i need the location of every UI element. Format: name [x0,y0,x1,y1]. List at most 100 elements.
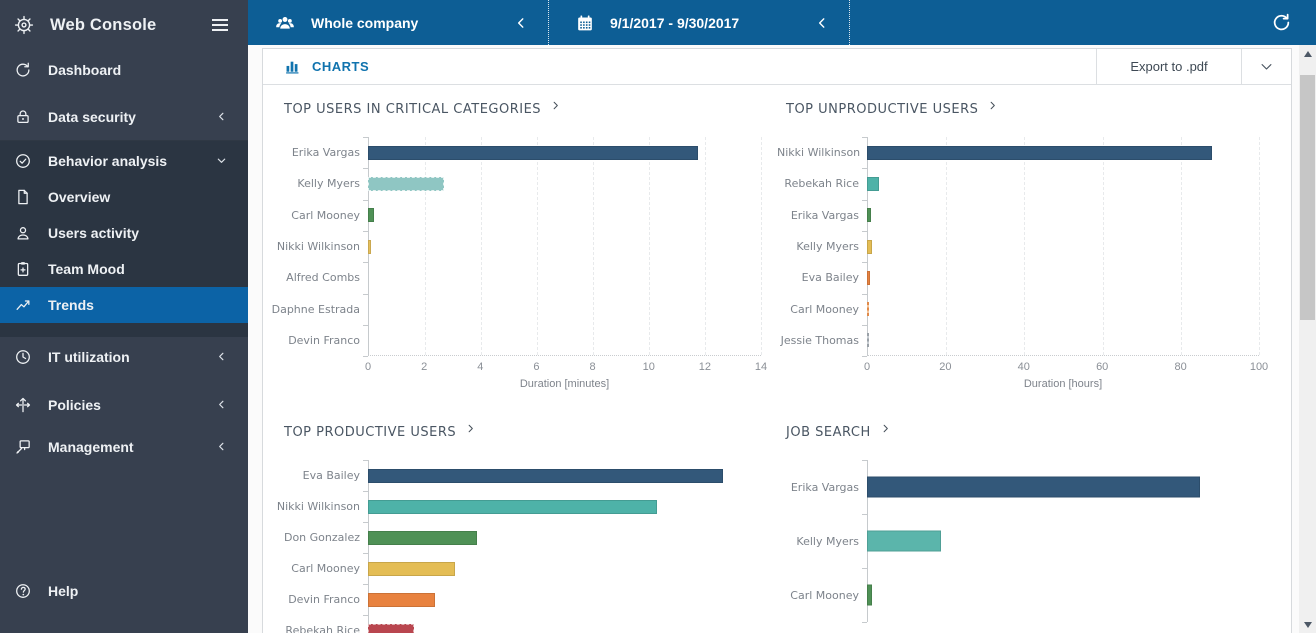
bar-row: Erika Vargas [777,460,1291,514]
x-tick-label: 40 [1017,361,1030,374]
date-range-selector[interactable]: 9/1/2017 - 9/30/2017 [549,0,849,45]
bar-carl-mooney[interactable] [867,584,872,606]
scope-selector[interactable]: Whole company [248,0,548,45]
bar-nikki-wilkinson[interactable] [867,145,1212,160]
bar-eva-bailey[interactable] [368,468,723,483]
scrollbar-thumb[interactable] [1300,75,1315,320]
bar-kelly-myers[interactable] [368,176,444,191]
x-axis-title: Duration [hours] [1023,378,1103,391]
sidebar-item-label: Management [48,439,134,455]
bar-track [867,293,1291,324]
sidebar-item-it-utilization[interactable]: IT utilization [0,339,248,375]
gridline [649,137,650,356]
hamburger-icon[interactable] [212,16,228,34]
bar-erika-vargas[interactable] [867,476,1200,498]
chart-title-top-users-in-critical-categories[interactable]: TOP USERS IN CRITICAL CATEGORIES [263,97,561,121]
bar-track [368,137,777,168]
bar-rebekah-rice[interactable] [368,623,414,633]
bar-track [368,553,777,584]
sidebar-item-trends[interactable]: Trends [0,287,248,323]
y-axis-tick [363,522,368,524]
scroll-down-button[interactable] [1299,616,1316,633]
scroll-up-button[interactable] [1299,45,1316,62]
sidebar-item-label: IT utilization [48,349,130,365]
sidebar-item-help[interactable]: Help [0,573,248,609]
sidebar-item-dashboard[interactable]: Dashboard [0,52,248,88]
chart-title-job-search[interactable]: JOB SEARCH [777,420,891,444]
y-axis-tick [363,584,368,586]
bar-erika-vargas[interactable] [867,208,871,223]
bar-row: Nikki Wilkinson [777,137,1291,168]
sidebar-item-policies[interactable]: Policies [0,387,248,423]
sidebar-item-label: Policies [48,397,101,413]
axis-line [368,460,761,633]
chart-title-text: TOP USERS IN CRITICAL CATEGORIES [284,101,542,117]
bar-erika-vargas[interactable] [368,145,698,160]
category-label: Carl Mooney [790,588,859,602]
x-tick-label: 2 [421,361,428,374]
sidebar-item-label: Dashboard [48,62,122,78]
bar-row: Rebekah Rice [777,168,1291,199]
bar-track [867,460,1291,514]
sidebar: Web Console Dashboard Data security Behavi… [0,0,248,633]
gridline [1259,137,1260,356]
bar-carl-mooney[interactable] [368,561,455,576]
bar-track [368,584,777,615]
bar-chart-icon [284,58,301,75]
bar-row: Daphne Estrada [263,293,777,324]
sidebar-item-users-activity[interactable]: Users activity [0,215,248,251]
category-label: Kelly Myers [297,177,360,191]
y-axis-tick [862,200,867,201]
bar-track [368,293,777,324]
category-label: Erika Vargas [790,208,859,222]
bar-track [368,168,777,199]
bar-carl-mooney[interactable] [867,302,869,317]
bar-nikki-wilkinson[interactable] [368,499,657,514]
bar-track [867,262,1291,293]
bar-row: Erika Vargas [263,137,777,168]
bar-eva-bailey[interactable] [867,270,870,285]
bar-track [867,168,1291,199]
sidebar-item-data-security[interactable]: Data security [0,99,248,135]
check-circle-icon [14,152,32,170]
chart-title-top-unproductive-users[interactable]: TOP UNPRODUCTIVE USERS [777,97,998,121]
bar-track [368,231,777,262]
export-pdf-button[interactable]: Export to .pdf [1096,49,1241,84]
refresh-button[interactable] [1271,12,1292,33]
chart-title-top-productive-users[interactable]: TOP PRODUCTIVE USERS [263,420,476,444]
chevron-right-icon [465,423,476,438]
bar-row: Don Gonzalez [263,522,777,553]
bar-don-gonzalez[interactable] [368,530,477,545]
bar-devin-franco[interactable] [368,592,435,607]
bar-track [368,491,777,522]
gridline [1024,137,1026,356]
x-tick-label: 60 [1096,361,1109,374]
category-label: Rebekah Rice [784,177,859,191]
charts-toolbar: CHARTS Export to .pdf [263,49,1291,85]
scope-label: Whole company [311,14,419,31]
x-tick-label: 12 [698,361,711,374]
bar-kelly-myers[interactable] [867,530,941,552]
x-tick-label: 4 [477,361,484,374]
y-axis-tick [862,514,867,516]
collapse-section-button[interactable] [1241,49,1291,84]
bar-nikki-wilkinson[interactable] [368,239,371,254]
gridline [1102,137,1104,356]
bar-kelly-myers[interactable] [867,239,872,254]
gridline [705,137,706,356]
sidebar-item-label: Users activity [48,225,140,241]
sidebar-item-behavior-analysis[interactable]: Behavior analysis [0,143,248,179]
bar-carl-mooney[interactable] [368,208,374,223]
app-title: Web Console [50,15,157,34]
sidebar-item-label: Data security [48,109,136,125]
category-label: Nikki Wilkinson [276,500,360,514]
sidebar-item-management[interactable]: Management [0,429,248,465]
category-label: Carl Mooney [291,562,360,576]
dashboard-icon [14,61,32,79]
bar-jessie-thomas[interactable] [867,333,869,348]
bar-row: Carl Mooney [777,293,1291,324]
bar-rebekah-rice[interactable] [867,176,879,191]
sidebar-item-overview[interactable]: Overview [0,179,248,215]
y-axis-tick [363,168,368,169]
sidebar-item-team-mood[interactable]: Team Mood [0,251,248,287]
